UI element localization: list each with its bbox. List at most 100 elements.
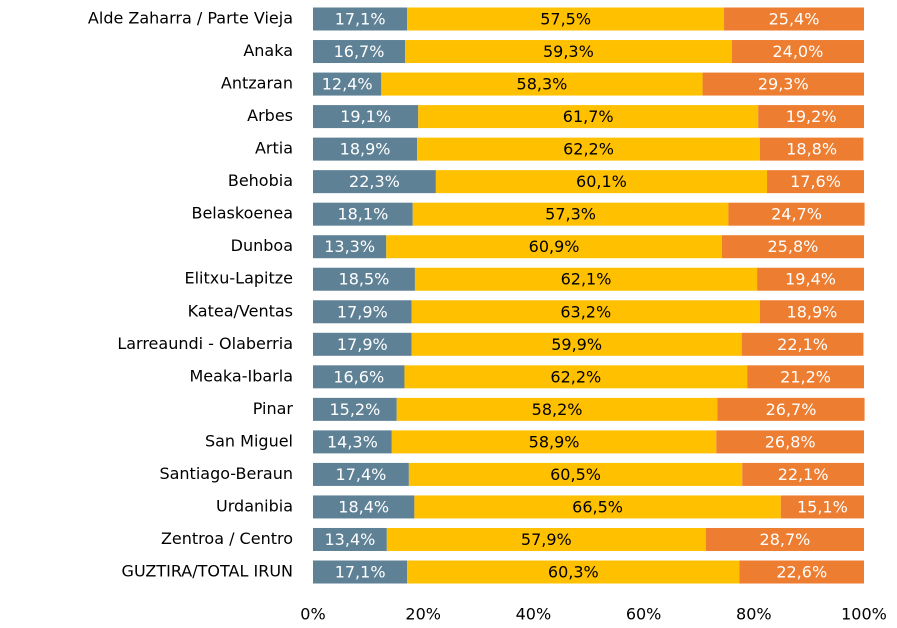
value-label: 59,3%	[543, 42, 594, 61]
bar-segment	[313, 235, 387, 259]
value-label: 18,9%	[340, 140, 391, 159]
category-label: GUZTIRA/TOTAL IRUN	[122, 562, 293, 581]
bar-segment	[386, 527, 706, 551]
value-label: 62,2%	[563, 140, 614, 159]
bar-segment	[412, 202, 729, 226]
bar-segment	[418, 105, 759, 129]
value-label: 17,9%	[337, 302, 388, 321]
bar-segment	[381, 72, 703, 96]
value-label: 57,3%	[545, 205, 596, 224]
value-label: 58,2%	[532, 400, 583, 419]
value-label: 59,9%	[551, 335, 602, 354]
bar-segment	[759, 300, 864, 324]
value-label: 14,3%	[327, 432, 378, 451]
bar-segment	[405, 40, 732, 64]
category-label: Katea/Ventas	[188, 301, 293, 320]
bar-segment	[407, 560, 740, 584]
category-label: Artia	[255, 139, 293, 158]
value-label: 66,5%	[572, 497, 623, 516]
value-label: 22,1%	[777, 335, 828, 354]
value-label: 61,7%	[563, 107, 614, 126]
value-label: 57,9%	[521, 530, 572, 549]
bar-segment	[414, 267, 758, 291]
bar-segment	[705, 527, 864, 551]
value-label: 60,9%	[529, 237, 580, 256]
bar-segment	[747, 365, 864, 389]
value-label: 13,3%	[324, 237, 375, 256]
value-label: 17,1%	[335, 563, 386, 582]
category-label: Larreaundi - Olaberria	[117, 334, 293, 353]
category-label: Belaskoenea	[191, 204, 293, 223]
value-label: 60,1%	[576, 172, 627, 191]
bar-segment	[741, 332, 864, 356]
value-label: 29,3%	[758, 75, 809, 94]
value-label: 24,7%	[771, 205, 822, 224]
bar-segment	[313, 137, 418, 161]
value-label: 26,7%	[766, 400, 817, 419]
bar-segment	[313, 560, 408, 584]
value-label: 63,2%	[560, 302, 611, 321]
value-label: 18,5%	[339, 270, 390, 289]
category-label: Antzaran	[221, 74, 293, 93]
value-label: 15,2%	[329, 400, 380, 419]
category-label: Arbes	[247, 106, 293, 125]
category-label: Pinar	[253, 399, 294, 418]
category-label: Dunboa	[231, 236, 293, 255]
bar-segment	[716, 430, 864, 454]
bar-segment	[391, 430, 717, 454]
bar-segment	[313, 462, 409, 486]
bar-segment	[758, 105, 864, 129]
x-tick-label: 20%	[405, 605, 441, 624]
value-label: 19,1%	[340, 107, 391, 126]
bar-segment	[313, 105, 419, 129]
bar-segment	[411, 300, 760, 324]
x-tick-label: 80%	[736, 605, 772, 624]
bar-segment	[404, 365, 748, 389]
value-label: 22,1%	[778, 465, 829, 484]
value-label: 16,6%	[333, 367, 384, 386]
value-label: 18,4%	[338, 497, 389, 516]
bar-segment	[313, 202, 413, 226]
value-label: 17,4%	[336, 465, 387, 484]
category-label: Urdanibia	[216, 496, 293, 515]
bar-segment	[313, 7, 408, 31]
bar-segment	[407, 7, 725, 31]
bar-segment	[702, 72, 864, 96]
value-label: 12,4%	[322, 75, 373, 94]
x-tick-label: 40%	[516, 605, 552, 624]
value-label: 28,7%	[760, 530, 811, 549]
bar-segment	[313, 332, 412, 356]
bar-segment	[313, 170, 436, 194]
category-label: Santiago-Beraun	[159, 464, 293, 483]
bar-segment	[313, 527, 387, 551]
value-label: 25,4%	[769, 10, 820, 29]
category-label: Anaka	[243, 41, 293, 60]
category-label: Behobia	[228, 171, 293, 190]
bar-segment	[417, 137, 760, 161]
bar-segment	[435, 170, 768, 194]
bar-segment	[313, 300, 412, 324]
bar-segment	[414, 495, 781, 519]
bar-segment	[731, 40, 864, 64]
x-tick-label: 100%	[841, 605, 887, 624]
value-label: 26,8%	[765, 432, 816, 451]
value-label: 18,1%	[337, 205, 388, 224]
value-label: 17,9%	[337, 335, 388, 354]
bar-segment	[757, 267, 864, 291]
value-label: 58,3%	[517, 75, 568, 94]
value-label: 16,7%	[334, 42, 385, 61]
bar-segment	[313, 365, 405, 389]
bar-segment	[313, 495, 415, 519]
bar-segment	[724, 7, 864, 31]
bar-segment	[759, 137, 864, 161]
x-tick-label: 0%	[300, 605, 325, 624]
bar-segment	[313, 72, 382, 96]
value-label: 15,1%	[797, 497, 848, 516]
bar-segment	[313, 267, 415, 291]
value-label: 22,6%	[776, 563, 827, 582]
category-label: Alde Zaharra / Parte Vieja	[88, 9, 293, 28]
bar-segment	[739, 560, 864, 584]
value-label: 62,2%	[550, 367, 601, 386]
bar-segment	[313, 430, 392, 454]
value-label: 18,9%	[787, 302, 838, 321]
